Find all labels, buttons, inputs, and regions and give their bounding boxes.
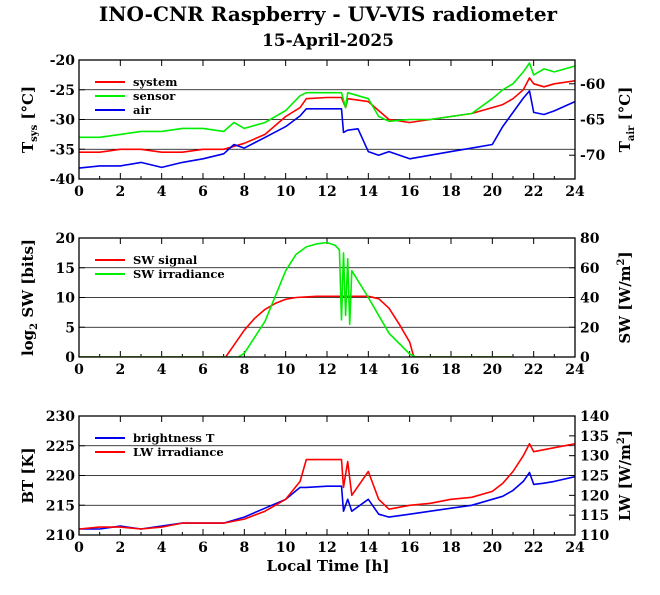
- y-tick-label: 215: [46, 498, 75, 514]
- series-line-brightness-t: [79, 471, 575, 530]
- legend-label: sensor: [133, 89, 176, 103]
- temperature-panel: -40-35-30-25-20-70-65-600 2 4 6 8 10 12 14 16 18 2…: [19, 53, 637, 200]
- x-tick-label: 2: [115, 184, 125, 200]
- x-tick-label: 2: [115, 362, 125, 378]
- y-tick-label: 15: [56, 261, 75, 277]
- x-tick-label: 4: [157, 362, 167, 378]
- y-tick-label: -25: [50, 83, 75, 99]
- y2-tick-label: -65: [580, 113, 605, 129]
- legend-label: system: [133, 75, 177, 89]
- x-tick-label: 10: [276, 184, 296, 200]
- series-line-sw-irradiance: [79, 241, 513, 357]
- x-tick-label: 24: [565, 540, 585, 556]
- plot-frame: [78, 59, 576, 180]
- series-line-air: [79, 90, 575, 169]
- x-tick-label: 10: [276, 362, 296, 378]
- plot-frame: [78, 237, 576, 358]
- x-tick-label: 14: [359, 184, 379, 200]
- legend-label: SW signal: [133, 253, 198, 267]
- legend-label: LW irradiance: [133, 445, 224, 459]
- x-tick-label: 4: [157, 184, 167, 200]
- x-tick-label: 4: [157, 540, 167, 556]
- x-tick-label: 8: [239, 362, 249, 378]
- x-tick-label: 8: [239, 540, 249, 556]
- plot-frame: [78, 415, 576, 536]
- y2-tick-label: -70: [580, 148, 606, 164]
- y-tick-label: -35: [50, 142, 75, 158]
- y2-tick-label: 135: [580, 429, 609, 445]
- figure-title: INO-CNR Raspberry - UV-VIS radiometer: [99, 2, 558, 26]
- y-tick-label: 220: [46, 469, 75, 485]
- legend-label: air: [133, 103, 152, 117]
- y-axis-label: Tsys [°C]: [19, 86, 40, 153]
- y-tick-label: -30: [50, 113, 76, 129]
- x-tick-label: 18: [441, 540, 460, 556]
- legend-label: brightness T: [133, 431, 215, 445]
- y2-tick-label: 130: [580, 449, 609, 465]
- y-tick-label: 230: [46, 409, 75, 425]
- y2-tick-label: 40: [580, 291, 600, 307]
- x-tick-label: 0: [74, 184, 84, 200]
- x-tick-label: 14: [359, 362, 379, 378]
- x-tick-label: 18: [441, 362, 460, 378]
- x-tick-label: 2: [115, 540, 125, 556]
- y2-tick-label: -60: [580, 77, 606, 93]
- x-tick-label: 22: [524, 362, 543, 378]
- y-tick-label: -40: [50, 172, 76, 188]
- y2-tick-label: 60: [580, 261, 600, 277]
- y2-axis-label: LW [W/m2]: [616, 430, 634, 521]
- x-tick-label: 22: [524, 540, 543, 556]
- x-tick-label: 24: [565, 362, 585, 378]
- x-axis-label: Local Time [h]: [267, 557, 390, 575]
- x-tick-label: 12: [317, 540, 336, 556]
- x-tick-label: 0: [74, 362, 84, 378]
- y-tick-label: 225: [46, 439, 75, 455]
- y2-tick-label: 140: [580, 409, 609, 425]
- y-tick-label: 10: [56, 291, 76, 307]
- y-tick-label: -20: [50, 53, 76, 69]
- y-tick-label: 0: [65, 350, 75, 366]
- x-tick-label: 0: [74, 540, 84, 556]
- x-tick-label: 14: [359, 540, 379, 556]
- x-tick-label: 16: [400, 540, 419, 556]
- y2-tick-label: 115: [580, 508, 609, 524]
- series-line-system: [79, 77, 575, 153]
- x-tick-label: 6: [198, 362, 208, 378]
- y-tick-label: 5: [65, 320, 75, 336]
- legend-label: SW irradiance: [133, 267, 225, 281]
- y2-tick-label: 80: [580, 231, 600, 247]
- y2-axis-label: SW [W/m2]: [616, 251, 634, 343]
- y2-tick-label: 20: [580, 320, 600, 336]
- series-line-lw-irradiance: [79, 442, 575, 530]
- x-tick-label: 22: [524, 184, 543, 200]
- x-tick-label: 6: [198, 184, 208, 200]
- series-line-sensor: [79, 62, 575, 139]
- y2-tick-label: 0: [580, 350, 590, 366]
- x-tick-label: 16: [400, 184, 419, 200]
- x-tick-label: 20: [483, 540, 503, 556]
- y-tick-label: 210: [46, 528, 75, 544]
- x-tick-label: 10: [276, 540, 296, 556]
- x-tick-label: 16: [400, 362, 419, 378]
- x-tick-label: 12: [317, 362, 336, 378]
- y-tick-label: 20: [56, 231, 76, 247]
- x-tick-label: 18: [441, 184, 460, 200]
- y-axis-label: log2 SW [bits]: [19, 239, 40, 356]
- figure-subtitle: 15-April-2025: [262, 31, 394, 51]
- y-axis-label: BT [K]: [19, 447, 37, 503]
- x-tick-label: 24: [565, 184, 585, 200]
- y2-tick-label: 120: [580, 488, 609, 504]
- y2-tick-label: 110: [580, 528, 609, 544]
- x-tick-label: 6: [198, 540, 208, 556]
- x-tick-label: 20: [483, 184, 503, 200]
- x-tick-label: 20: [483, 362, 503, 378]
- series-line-sw-signal: [79, 295, 513, 357]
- x-tick-label: 12: [317, 184, 336, 200]
- x-tick-label: 8: [239, 184, 249, 200]
- y2-tick-label: 125: [580, 469, 609, 485]
- y2-axis-label: Tair [°C]: [616, 87, 637, 153]
